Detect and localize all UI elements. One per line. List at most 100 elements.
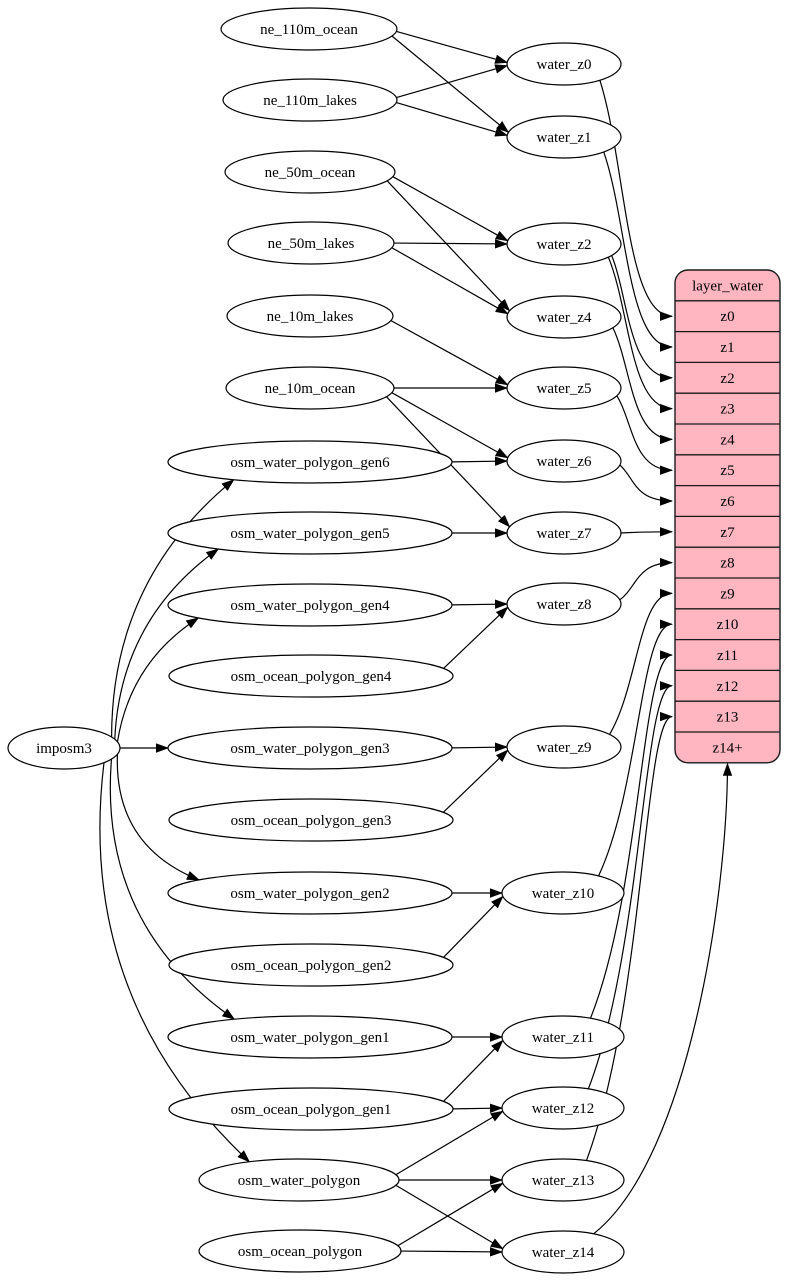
osm_ocean_polygon_gen4-label: osm_ocean_polygon_gen4 [231,669,392,685]
edge-imposm3-to-osm_water_polygon_gen2 [116,754,200,881]
ne_50m_ocean-label: ne_50m_ocean [265,165,356,181]
edge-imposm3-to-osm_water_polygon_gen4 [116,617,200,742]
ne_10m_ocean-label: ne_10m_ocean [265,381,356,397]
node-osm_water_polygon_gen1: osm_water_polygon_gen1 [167,1015,453,1059]
node-water_z0: water_z0 [506,42,622,86]
node-osm_water_polygon_gen5: osm_water_polygon_gen5 [167,511,453,555]
osm_ocean_polygon-label: osm_ocean_polygon [238,1244,363,1260]
node-water_z5: water_z5 [506,366,622,410]
edge-osm_ocean_polygon_gen4-to-water_z8 [443,606,509,669]
osm_water_polygon_gen2-label: osm_water_polygon_gen2 [230,886,389,902]
water_z14-shape [501,1230,625,1274]
edge-water_z1-to-layer_water-z1 [603,151,673,352]
node-osm_water_polygon: osm_water_polygon [198,1158,400,1202]
osm_water_polygon_gen1-shape [167,1015,453,1059]
edge-osm_water_polygon-to-water_z14 [395,1184,504,1250]
osm_water_polygon-shape [198,1158,400,1202]
osm_water_polygon_gen1-label: osm_water_polygon_gen1 [230,1030,389,1046]
node-water_z11: water_z11 [501,1015,625,1059]
edge-water_z7-to-layer_water-z7 [620,527,673,537]
layer-water-row-z10: z10 [717,617,739,633]
node-water_z6: water_z6 [506,439,622,483]
edge-water_z9-to-layer_water-z9 [609,588,673,735]
water_z8-label: water_z8 [537,597,592,613]
water_z11-shape [501,1015,625,1059]
edge-osm_ocean_polygon_gen1-to-water_z11 [443,1039,504,1102]
layer-water-row-z2: z2 [720,371,734,387]
layer-water-row-z13: z13 [717,710,739,726]
edge-ne_110m_lakes-to-water_z1 [396,101,509,137]
water_z9-label: water_z9 [537,740,592,756]
node-water_z13: water_z13 [501,1158,625,1202]
node-osm_ocean_polygon_gen3: osm_ocean_polygon_gen3 [168,798,454,842]
ne_10m_ocean-shape [225,366,395,410]
osm_ocean_polygon_gen4-shape [168,654,454,698]
layer-water-row-z12: z12 [717,679,739,695]
layer-water-row-z5: z5 [720,463,734,479]
ne_50m_lakes-shape [227,221,395,265]
ne_50m_ocean-shape [224,150,396,194]
layer-water-row-z14+: z14+ [712,740,742,756]
water_z5-shape [506,366,622,410]
edge-ne_50m_ocean-to-water_z2 [392,176,509,242]
osm_ocean_polygon_gen3-shape [168,798,454,842]
water_z10-shape [501,871,625,915]
node-osm_water_polygon_gen6: osm_water_polygon_gen6 [167,440,453,484]
edge-ne_10m_ocean-to-water_z6 [391,392,509,459]
layer-water-row-z8: z8 [720,556,734,572]
osm_water_polygon_gen6-shape [167,440,453,484]
node-ne_50m_lakes: ne_50m_lakes [227,221,395,265]
node-water_z1: water_z1 [506,115,622,159]
edge-ne_50m_lakes-to-water_z2 [393,239,508,249]
node-ne_10m_ocean: ne_10m_ocean [225,366,395,410]
node-osm_ocean_polygon_gen4: osm_ocean_polygon_gen4 [168,654,454,698]
node-osm_water_polygon_gen2: osm_water_polygon_gen2 [167,871,453,915]
water_z13-shape [501,1158,625,1202]
osm_ocean_polygon-shape [198,1229,402,1273]
node-water_z9: water_z9 [506,725,622,769]
node-imposm3: imposm3 [7,726,121,770]
edge-water_z11-to-layer_water-z11 [589,650,673,1019]
ne_110m_ocean-shape [220,7,398,51]
osm_ocean_polygon_gen2-shape [168,943,454,987]
osm_water_polygon_gen3-label: osm_water_polygon_gen3 [230,741,389,757]
edges-layer [99,30,733,1257]
osm_water_polygon_gen5-label: osm_water_polygon_gen5 [230,526,389,542]
edge-imposm3-to-osm_water_polygon_gen5 [114,548,220,740]
layer-water-row-z11: z11 [717,648,738,664]
water_z5-label: water_z5 [537,381,592,397]
water_z0-label: water_z0 [537,57,592,73]
edge-osm_ocean_polygon-to-water_z14 [400,1247,503,1257]
edge-imposm3-to-osm_water_polygon_gen6 [110,479,235,737]
ne_110m_ocean-label: ne_110m_ocean [260,22,358,38]
node-layer-water-record: layer_water z0 z1 z2 z3 z4 z5 z6 z7 z8 z9 z10 z11 z12… [674,269,781,764]
ne_50m_lakes-label: ne_50m_lakes [268,236,355,252]
osm_water_polygon_gen6-label: osm_water_polygon_gen6 [230,455,390,471]
water_z10-label: water_z10 [532,886,594,902]
node-water_z12: water_z12 [501,1086,625,1130]
layer-water-row-z6: z6 [720,494,735,510]
water_z9-shape [506,725,622,769]
osm_water_polygon-label: osm_water_polygon [238,1173,361,1189]
node-water_z14: water_z14 [501,1230,625,1274]
ne_10m_lakes-label: ne_10m_lakes [267,309,354,325]
water_z8-shape [506,582,622,626]
water_z7-label: water_z7 [537,526,592,542]
layer-water-row-z7: z7 [720,525,735,541]
node-osm_ocean_polygon_gen1: osm_ocean_polygon_gen1 [168,1087,454,1131]
osm_water_polygon_gen5-shape [167,511,453,555]
layer-water-row-z1: z1 [720,340,734,356]
edge-osm_water_polygon_gen6-to-water_z6 [451,456,508,466]
node-water_z7: water_z7 [506,511,622,555]
edge-ne_110m_ocean-to-water_z0 [396,30,509,64]
water_z7-shape [506,511,622,555]
node-osm_water_polygon_gen4: osm_water_polygon_gen4 [167,583,453,627]
osm_water_polygon_gen2-shape [167,871,453,915]
node-ne_110m_ocean: ne_110m_ocean [220,7,398,51]
osm_ocean_polygon_gen3-label: osm_ocean_polygon_gen3 [231,813,392,829]
layer-water-row-z3: z3 [720,402,734,418]
water_z4-label: water_z4 [537,310,592,326]
node-osm_ocean_polygon_gen2: osm_ocean_polygon_gen2 [168,943,454,987]
osm_water_polygon_gen3-shape [167,726,453,770]
ne_110m_lakes-shape [222,78,398,122]
